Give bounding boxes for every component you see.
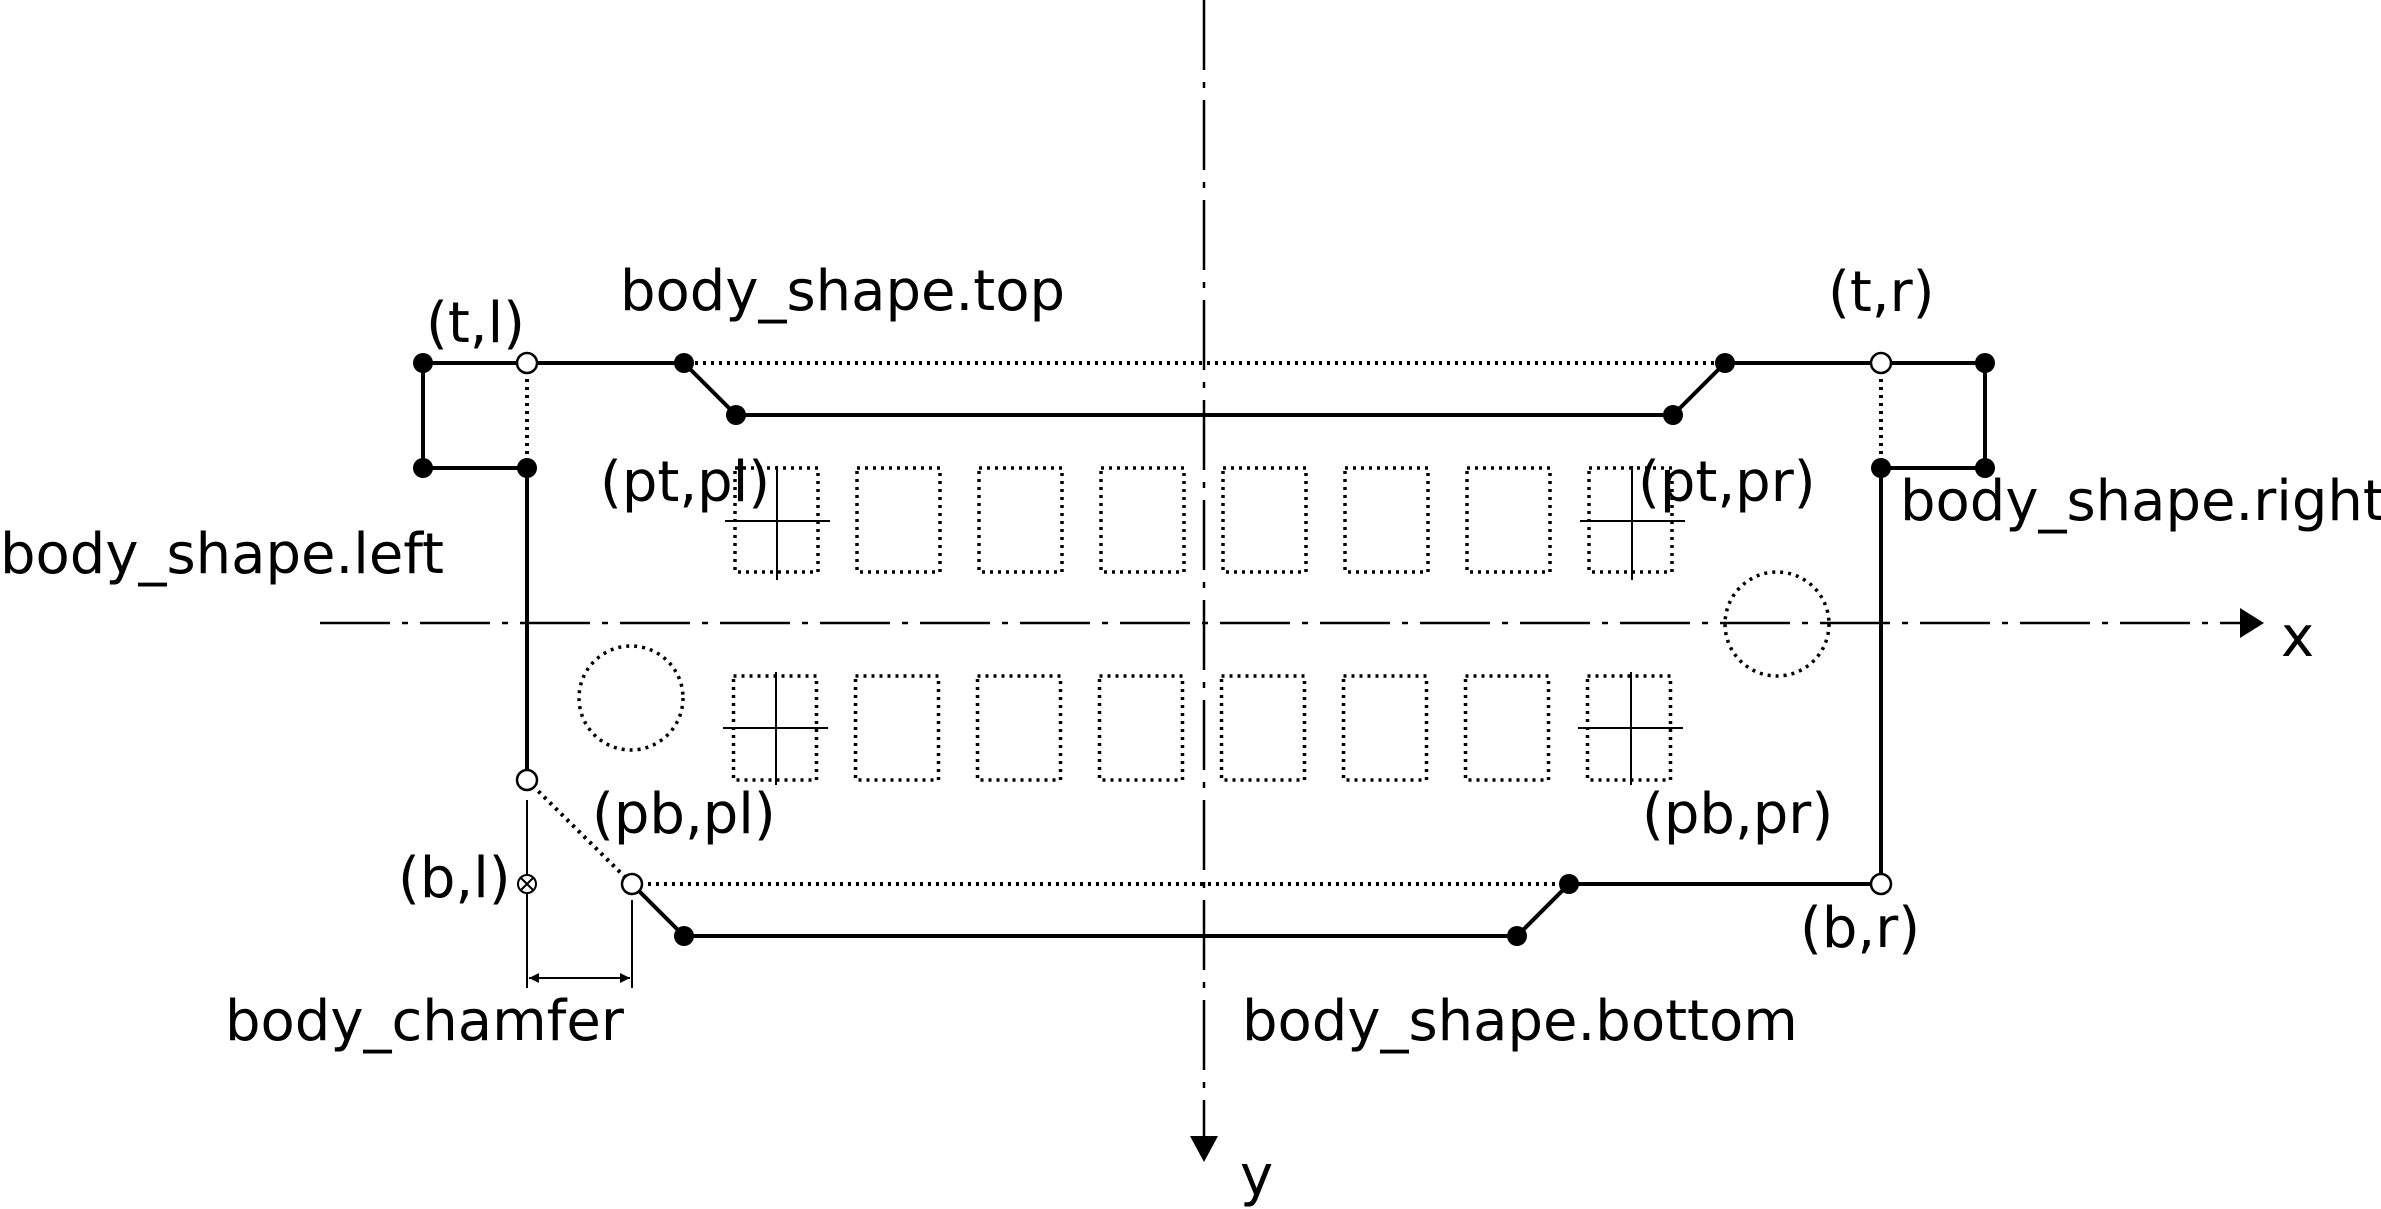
open-points (515, 351, 1893, 896)
pad-r1-c2 (855, 466, 942, 574)
right-reference-circle (1723, 570, 1831, 678)
body-shape-solid (421, 361, 1987, 938)
body-outline-dotted (525, 361, 1883, 886)
crosshair-pb-pl (723, 672, 828, 785)
label-bl: (b,l) (398, 846, 511, 911)
label-tl: (t,l) (426, 291, 525, 356)
left-reference-circle (577, 644, 685, 752)
axes (320, 0, 2264, 1162)
crosshair-pb-pr (1578, 672, 1683, 785)
pad-r2-c5 (1219, 674, 1307, 782)
label-tr: (t,r) (1828, 260, 1934, 325)
label-body-shape-bottom: body_shape.bottom (1242, 989, 1798, 1054)
label-x-axis: x (2281, 605, 2314, 670)
pad-r1-c6 (1343, 466, 1430, 574)
label-pt-pl: (pt,pl) (600, 450, 770, 515)
label-br: (b,r) (1800, 896, 1920, 961)
y-axis-arrowhead (1190, 1136, 1218, 1162)
label-y-axis: y (1240, 1144, 1273, 1209)
x-axis-arrowhead (2240, 608, 2264, 638)
pad-r1-c5 (1221, 466, 1308, 574)
pad-r2-c6 (1341, 674, 1429, 782)
crosshair-pt-pl (725, 466, 830, 580)
crosshair-pt-pr (1580, 466, 1685, 580)
pad-crosshairs (723, 466, 1685, 785)
pad-r1-c3 (977, 466, 1064, 574)
crossed-point-bl (517, 874, 537, 894)
label-pt-pr: (pt,pr) (1638, 450, 1816, 515)
pad-r1-c4 (1099, 466, 1186, 574)
filled-points (413, 353, 1995, 946)
label-pb-pr: (pb,pr) (1642, 782, 1833, 847)
pad-r2-c2 (853, 674, 941, 782)
label-body-chamfer: body_chamfer (225, 989, 625, 1054)
pad-r2-c3 (975, 674, 1063, 782)
labels: (t,l) body_shape.top (t,r) (pt,pl) (pt,p… (0, 259, 2381, 1209)
label-body-shape-left: body_shape.left (0, 522, 444, 587)
label-pb-pl: (pb,pl) (592, 782, 776, 847)
label-body-shape-top: body_shape.top (620, 259, 1065, 324)
pad-r2-c7 (1463, 674, 1551, 782)
label-body-shape-right: body_shape.right (1900, 469, 2381, 534)
pad-r2-c4 (1097, 674, 1185, 782)
pad-r1-c7 (1465, 466, 1552, 574)
